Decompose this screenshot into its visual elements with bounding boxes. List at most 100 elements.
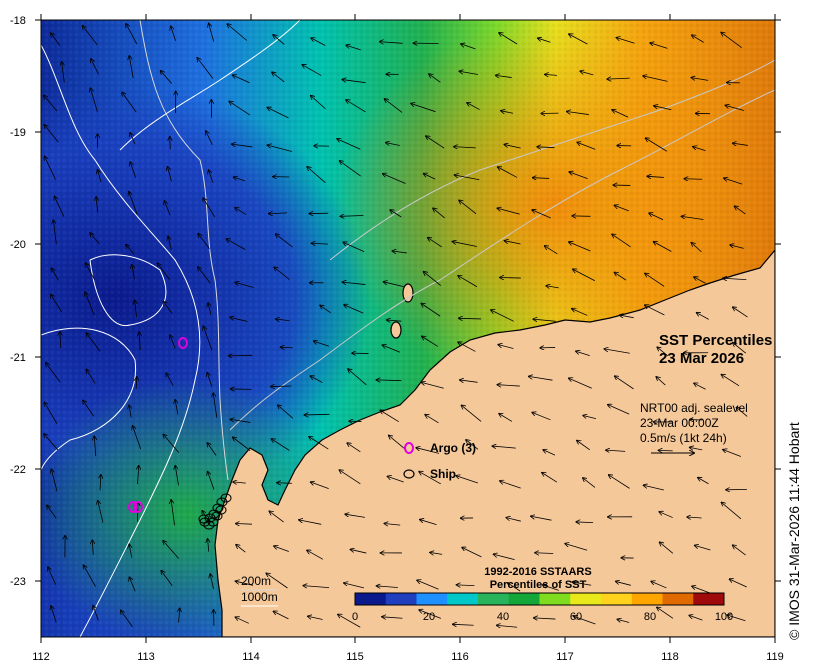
current-vector (572, 582, 592, 586)
current-vector (385, 99, 403, 113)
current-vector (499, 414, 513, 422)
current-vector (85, 263, 95, 280)
current-vector (278, 405, 294, 419)
current-vector (533, 319, 556, 321)
current-vector (538, 38, 551, 43)
current-vector (129, 405, 131, 418)
current-vector (274, 546, 289, 552)
current-vector (90, 233, 100, 245)
current-vector (725, 105, 744, 111)
current-vector (129, 56, 134, 79)
current-vector (235, 282, 254, 288)
isobath-200m-label: 200m (241, 574, 271, 588)
current-vector (496, 75, 512, 77)
current-vector (44, 125, 59, 143)
ship-marker (220, 493, 232, 503)
current-vector (86, 333, 101, 352)
current-vector (83, 565, 96, 587)
current-vector (459, 71, 479, 75)
x-tick-label: 117 (556, 651, 574, 663)
copyright-notice: © IMOS 31-Mar-2026 11:44 Hobart (786, 422, 802, 640)
current-vector (497, 208, 520, 215)
current-vector (139, 332, 140, 351)
current-vector (308, 616, 323, 620)
map-title: SST Percentiles (659, 332, 772, 349)
current-vector (417, 580, 439, 590)
current-vector (342, 282, 366, 285)
current-vector (338, 614, 361, 628)
current-vector (383, 282, 405, 288)
current-vector (271, 439, 290, 451)
colorbar-tick: 0 (352, 611, 358, 623)
current-vector (51, 469, 58, 492)
current-vector (380, 42, 403, 44)
current-vector (453, 624, 474, 625)
y-tick-label: -22 (10, 464, 26, 476)
current-vector (386, 143, 400, 146)
current-vector (456, 476, 478, 484)
current-vector (234, 177, 246, 182)
current-vector (723, 278, 747, 279)
current-vector (168, 236, 172, 250)
current-vector (85, 292, 95, 316)
current-vector (232, 144, 253, 148)
plot-frame (40, 19, 776, 638)
current-vector (458, 276, 478, 288)
colorbar-swatch (662, 593, 694, 605)
isobath-contour (89, 254, 167, 326)
current-vector (235, 208, 247, 215)
current-vector (430, 552, 443, 554)
current-vector (346, 100, 366, 113)
current-vector (643, 485, 664, 491)
current-vector (44, 95, 58, 112)
current-vector (83, 26, 98, 46)
current-vector (460, 380, 478, 382)
current-vector (179, 608, 180, 623)
current-vector (235, 617, 249, 624)
current-vector (497, 385, 520, 386)
current-vector (428, 238, 442, 248)
y-tick-label: -23 (10, 576, 26, 588)
current-vector (389, 435, 407, 451)
current-vector (161, 571, 173, 587)
current-vector (233, 482, 246, 483)
current-vector (383, 174, 406, 184)
ship-legend-symbol (403, 469, 415, 479)
current-vector (86, 369, 96, 384)
colorbar-swatches (355, 593, 725, 605)
current-vector (309, 213, 329, 214)
current-vector (532, 413, 551, 421)
current-vector (94, 436, 95, 457)
current-vector (691, 78, 709, 81)
current-vector (136, 377, 137, 390)
current-vector (210, 574, 215, 590)
colorbar-swatch (478, 593, 510, 605)
current-vector (500, 481, 521, 489)
sst-field (41, 20, 775, 637)
current-vector (158, 263, 171, 280)
current-vector (307, 550, 324, 560)
current-vector (314, 341, 330, 347)
current-vector (121, 610, 133, 628)
current-vector (452, 242, 477, 247)
current-vector (51, 606, 57, 623)
colorbar-frame (354, 592, 725, 606)
x-tick-label: 113 (137, 651, 155, 663)
current-vector (83, 400, 95, 417)
current-vector (693, 147, 706, 152)
current-vector (312, 243, 329, 244)
current-vector (92, 540, 93, 555)
map-date: 23 Mar 2026 (659, 350, 744, 367)
current-vector (656, 377, 666, 386)
current-vector (651, 581, 667, 589)
current-vector (229, 355, 253, 356)
current-vector (650, 43, 668, 49)
current-vector (337, 139, 361, 150)
current-vector (736, 407, 748, 417)
current-vector (659, 512, 673, 518)
y-tick-label: -18 (10, 15, 26, 27)
current-vector (424, 174, 436, 180)
current-vector (721, 32, 742, 48)
current-vector (735, 206, 746, 215)
current-vector (508, 583, 521, 592)
